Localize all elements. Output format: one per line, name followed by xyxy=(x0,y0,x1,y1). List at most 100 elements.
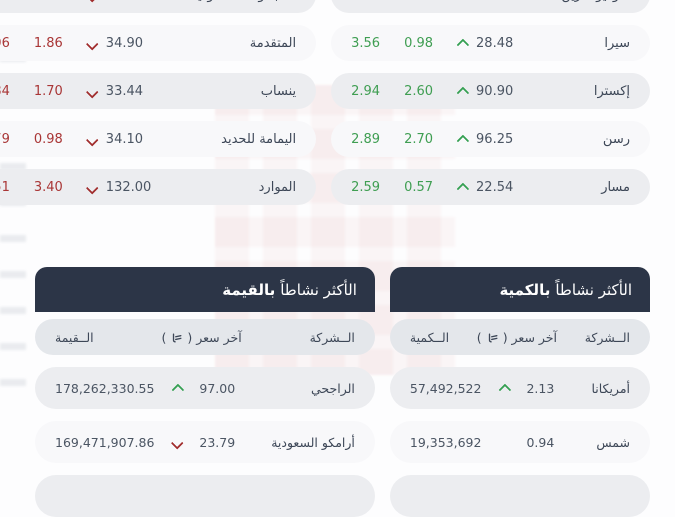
down-arrow-icon xyxy=(85,37,99,51)
change-value: 0.98 xyxy=(33,131,63,147)
change-percent: 2.94 xyxy=(351,83,381,99)
stock-row[interactable]: المتقدمة 34.90 1.86 5.06 xyxy=(0,25,317,61)
company-name: الراجحي xyxy=(311,380,355,396)
stock-row[interactable]: الموارد 132.00 3.40 2.51 xyxy=(0,169,317,205)
table-row[interactable]: أمريكانا 2.13 57,492,522 xyxy=(389,367,650,409)
column-header-company: الــشركة xyxy=(309,329,355,345)
column-header-last-price: آخر سعر ( ) xyxy=(161,329,242,345)
company-name: طوكيو مارين xyxy=(561,0,630,3)
last-price-group: 33.44 xyxy=(85,83,144,99)
company-name: المتقدمة xyxy=(249,35,297,51)
most-active-by-volume: الأكثر نشاطاً بالكمية الــشركة آخر سعر (… xyxy=(389,267,650,517)
up-arrow-icon xyxy=(456,0,470,3)
most-active-by-value: الأكثر نشاطاً بالقيمة الــشركة آخر سعر (… xyxy=(35,267,375,517)
table-header-row: الــشركة آخر سعر ( ) الــكمية xyxy=(389,319,650,355)
table-row[interactable]: شمس 0.94 19,353,692 xyxy=(389,421,650,463)
change-value: 0.98 xyxy=(404,35,434,51)
change-value: 0.57 xyxy=(404,179,434,195)
company-name: أرامكو السعودية xyxy=(271,434,355,450)
change-value: 2.70 xyxy=(404,131,434,147)
change-value: 1.05 xyxy=(34,0,63,3)
table-row[interactable]: أرامكو السعودية 23.79 169,471,907.86 xyxy=(35,421,375,463)
last-price-group: 34.90 xyxy=(85,35,144,51)
stock-row[interactable]: المجموعة السعودية 13.12 1.05 7.41 xyxy=(0,0,317,13)
top-losers-column: المجموعة السعودية 13.12 1.05 7.41 المتقد… xyxy=(0,0,317,217)
up-arrow-icon xyxy=(499,383,512,396)
last-price-group: 13.12 xyxy=(85,0,143,3)
volume-value: 57,492,522 xyxy=(409,380,482,396)
stock-row[interactable]: ينساب 33.44 1.70 4.84 xyxy=(0,73,317,109)
section-title-bold: بالقيمة xyxy=(222,280,276,299)
change-percent: 2.59 xyxy=(351,179,381,195)
company-name: سيرا xyxy=(604,35,630,51)
column-header-last-price: آخر سعر ( ) xyxy=(476,329,558,345)
top-movers-section: طوكيو مارين 22.20 1.72 8.40 سيرا 28.48 0… xyxy=(0,0,675,217)
stock-row[interactable]: اليمامة للحديد 34.10 0.98 2.79 xyxy=(0,121,317,157)
last-price-group: 34.10 xyxy=(85,131,144,147)
company-name: شمس xyxy=(596,434,630,450)
most-active-by-volume-header: الأكثر نشاطاً بالكمية xyxy=(389,267,650,312)
stock-row[interactable]: مسار 22.54 0.57 2.59 xyxy=(331,169,650,205)
section-title-bold: بالكمية xyxy=(499,280,551,299)
change-percent: 7.41 xyxy=(0,0,10,3)
most-active-section: الأكثر نشاطاً بالكمية الــشركة آخر سعر (… xyxy=(0,267,675,517)
last-price: 28.48 xyxy=(476,35,514,51)
stock-row[interactable]: رسن 96.25 2.70 2.89 xyxy=(331,121,650,157)
column-header-amount: الــكمية xyxy=(409,329,450,345)
company-name: أمريكانا xyxy=(591,380,630,396)
last-price: 34.90 xyxy=(105,35,144,51)
company-name: إكسترا xyxy=(593,83,630,99)
last-price-group: 96.25 xyxy=(456,132,513,147)
down-arrow-icon xyxy=(85,0,99,3)
last-price: 22.54 xyxy=(476,179,514,195)
traded-value: 178,262,330.55 xyxy=(55,380,155,396)
table-row-stub[interactable] xyxy=(389,475,650,517)
volume-value: 19,353,692 xyxy=(409,434,482,450)
down-arrow-icon xyxy=(85,181,99,195)
stock-row[interactable]: طوكيو مارين 22.20 1.72 8.40 xyxy=(331,0,650,13)
last-price-group: 22.20 xyxy=(456,0,513,3)
up-arrow-icon xyxy=(456,182,470,195)
down-arrow-icon xyxy=(85,133,99,147)
down-arrow-icon xyxy=(171,436,184,450)
change-value: 3.40 xyxy=(33,179,63,195)
last-price-group: 28.48 xyxy=(456,35,514,51)
last-price-group: 90.90 xyxy=(456,83,514,99)
most-active-by-value-header: الأكثر نشاطاً بالقيمة xyxy=(35,267,375,312)
last-price: 23.79 xyxy=(199,434,236,450)
table-row-stub[interactable] xyxy=(35,475,375,517)
last-price-group: 132.00 xyxy=(85,179,152,195)
section-title: الأكثر نشاطاً xyxy=(280,280,357,299)
last-price: 132.00 xyxy=(105,179,152,195)
up-arrow-icon xyxy=(171,383,185,396)
traded-value: 169,471,907.86 xyxy=(55,434,155,450)
last-price: 90.90 xyxy=(476,83,514,99)
change-percent: 3.56 xyxy=(351,35,381,51)
stock-row[interactable]: سيرا 28.48 0.98 3.56 xyxy=(331,25,650,61)
change-value: 1.72 xyxy=(404,0,433,3)
last-price: 33.44 xyxy=(105,83,144,99)
table-header-row: الــشركة آخر سعر ( ) الــقيمة xyxy=(35,319,375,355)
down-arrow-icon xyxy=(85,85,99,99)
change-percent: 8.40 xyxy=(351,0,380,3)
up-arrow-icon xyxy=(456,134,470,147)
change-percent: 5.06 xyxy=(0,35,10,51)
change-value: 2.60 xyxy=(404,83,434,99)
company-name: اليمامة للحديد xyxy=(221,131,297,147)
company-name: مسار xyxy=(601,179,630,195)
change-percent: 2.79 xyxy=(0,131,10,147)
last-price: 97.00 xyxy=(199,380,236,396)
table-row[interactable]: الراجحي 97.00 178,262,330.55 xyxy=(35,367,375,409)
riyal-symbol-icon xyxy=(173,333,182,342)
change-value: 1.86 xyxy=(33,35,63,51)
last-price: 22.20 xyxy=(476,0,513,3)
last-price-group: 22.54 xyxy=(456,179,514,195)
change-percent: 2.89 xyxy=(351,131,381,147)
column-header-amount: الــقيمة xyxy=(55,329,94,345)
company-name: ينساب xyxy=(260,83,297,99)
up-arrow-icon xyxy=(456,38,470,51)
stock-row[interactable]: إكسترا 90.90 2.60 2.94 xyxy=(331,73,650,109)
riyal-symbol-icon xyxy=(488,333,498,342)
section-title: الأكثر نشاطاً xyxy=(555,280,632,299)
last-price: 34.10 xyxy=(105,131,144,147)
